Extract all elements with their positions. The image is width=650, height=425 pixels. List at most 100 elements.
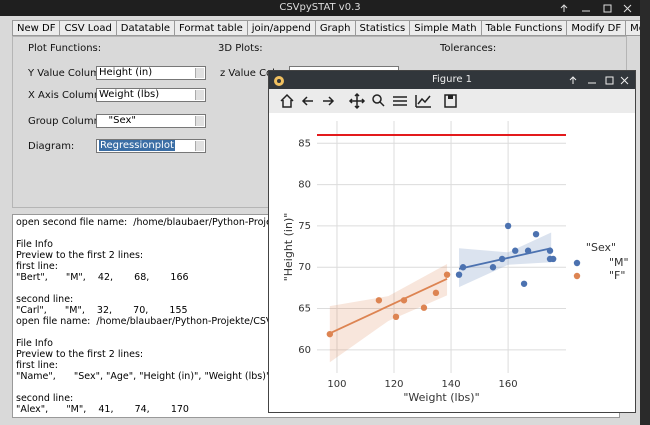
x-axis-label: "Weight (lbs)" bbox=[403, 391, 479, 404]
point bbox=[400, 297, 408, 304]
log-line: "Name", "Sex", "Age", "Height (in)", "We… bbox=[16, 371, 271, 382]
field-label: Y Value Column: bbox=[28, 68, 110, 79]
tab[interactable]: join/append bbox=[246, 20, 316, 36]
tab[interactable]: Format table bbox=[174, 20, 248, 36]
point bbox=[498, 255, 506, 263]
tab[interactable]: Statistics bbox=[354, 20, 411, 36]
tab[interactable]: Modify date bbox=[625, 20, 640, 36]
point bbox=[375, 297, 383, 304]
section-heading: 3D Plots: bbox=[218, 43, 263, 54]
point bbox=[455, 271, 463, 278]
toolbar bbox=[269, 89, 635, 113]
point bbox=[520, 280, 528, 287]
control-max[interactable] bbox=[605, 76, 614, 85]
combo-box[interactable]: Height (in) bbox=[96, 66, 206, 80]
y-tick-label: 60 bbox=[298, 345, 311, 356]
window-title: CSVpySTAT v0.3 bbox=[0, 0, 640, 16]
tab[interactable]: Simple Math bbox=[409, 20, 482, 36]
legend-marker bbox=[573, 272, 581, 280]
section-heading: Tolerances: bbox=[440, 43, 497, 54]
combo-value: Height (in) bbox=[99, 67, 153, 78]
log-line: open second file name: /home/blaubaer/Py… bbox=[16, 217, 333, 228]
point bbox=[524, 247, 532, 254]
x-tick-label: 140 bbox=[442, 379, 461, 390]
zoom-button[interactable] bbox=[372, 94, 385, 107]
combo-box[interactable]: Regressionplot bbox=[96, 139, 206, 153]
section-heading: Plot Functions: bbox=[28, 43, 102, 54]
tab[interactable]: New DF bbox=[12, 20, 61, 36]
tab[interactable]: Table Functions bbox=[480, 20, 568, 36]
field-label: Group Column: bbox=[28, 116, 104, 127]
control-close[interactable] bbox=[623, 4, 632, 13]
legend-label: "M" bbox=[609, 256, 629, 269]
axes-button[interactable] bbox=[415, 95, 431, 108]
point bbox=[326, 330, 334, 338]
point bbox=[549, 255, 557, 263]
point bbox=[420, 304, 428, 311]
log-line: Preview to the first 2 lines: bbox=[16, 250, 144, 261]
point bbox=[459, 264, 467, 271]
log-line: File Info bbox=[16, 338, 53, 349]
point bbox=[532, 230, 540, 238]
log-block: second line: "Carl", "M", 32, 70, 155 open… bbox=[16, 294, 616, 327]
y-tick-label: 65 bbox=[298, 304, 311, 315]
log-block: open second file name: /home/blaubaer/Py… bbox=[16, 217, 616, 228]
combo-box[interactable]: "Sex" bbox=[96, 114, 206, 128]
figure-title: Figure 1 bbox=[269, 71, 635, 89]
log-line: open file name: /home/blaubaer/Python-Pr… bbox=[16, 316, 323, 327]
point bbox=[392, 313, 400, 321]
field-label: X Axis Column: bbox=[28, 90, 104, 101]
combo-arrow bbox=[195, 116, 204, 126]
log-line: "Alex", "M", 41, 74, 170 bbox=[16, 404, 189, 415]
combo-arrow bbox=[195, 68, 204, 78]
point bbox=[489, 264, 497, 271]
forward-button[interactable] bbox=[323, 96, 335, 106]
log-line: first line: bbox=[16, 360, 58, 371]
figure-controls bbox=[569, 76, 629, 85]
field-label: Diagram: bbox=[28, 141, 75, 152]
x-tick-label: 120 bbox=[384, 379, 403, 390]
control-up[interactable] bbox=[560, 4, 568, 12]
home-button[interactable] bbox=[280, 93, 294, 108]
log-line: second line: bbox=[16, 294, 74, 305]
combo-value: Regressionplot bbox=[99, 140, 175, 151]
log-line: "Bert", "M", 42, 68, 166 bbox=[16, 272, 189, 283]
log-line: second line: bbox=[16, 393, 74, 404]
control-close[interactable] bbox=[620, 76, 629, 85]
back-button[interactable] bbox=[301, 96, 313, 106]
figure-window: Figure 1 60 65 70 75 80 85 100 120 140 160 "Weight… bbox=[268, 70, 636, 413]
tab[interactable]: CSV Load bbox=[59, 20, 117, 36]
log-line: Preview to the first 2 lines: bbox=[16, 349, 144, 360]
tab[interactable]: Datatable bbox=[115, 20, 176, 36]
tab[interactable]: Modify DF bbox=[566, 20, 627, 36]
control-up[interactable] bbox=[569, 76, 577, 84]
figure-icon bbox=[274, 76, 284, 86]
point bbox=[546, 247, 554, 254]
y-tick-label: 85 bbox=[298, 138, 311, 149]
log-block: File Info Preview to the first 2 lines: fi… bbox=[16, 239, 616, 283]
legend-title: "Sex" bbox=[586, 241, 616, 254]
combo-box[interactable]: Weight (lbs) bbox=[96, 88, 206, 102]
combo-arrow bbox=[195, 141, 204, 151]
pan-button[interactable] bbox=[348, 92, 366, 110]
control-max[interactable] bbox=[603, 4, 612, 13]
point bbox=[504, 222, 512, 230]
combo-value: "Sex" bbox=[99, 115, 136, 126]
legend-label: "F" bbox=[609, 269, 625, 282]
y-tick-label: 75 bbox=[298, 221, 311, 232]
x-tick-label: 100 bbox=[327, 379, 346, 390]
legend-marker bbox=[573, 259, 581, 267]
log-block: File Info Preview to the first 2 lines: fi… bbox=[16, 338, 616, 382]
log-line: File Info bbox=[16, 239, 53, 250]
point bbox=[512, 247, 519, 254]
tab-bar: New DF CSV Load Datatable Format table join/… bbox=[12, 20, 640, 36]
configure-button[interactable] bbox=[393, 96, 407, 106]
x-tick-label: 160 bbox=[499, 379, 518, 390]
confidence-band bbox=[329, 263, 448, 363]
point bbox=[432, 289, 440, 297]
tab[interactable]: Graph bbox=[314, 20, 356, 36]
y-axis-label: "Height (in)" bbox=[282, 213, 295, 282]
log-line: first line: bbox=[16, 261, 58, 272]
save-button[interactable] bbox=[444, 94, 457, 108]
